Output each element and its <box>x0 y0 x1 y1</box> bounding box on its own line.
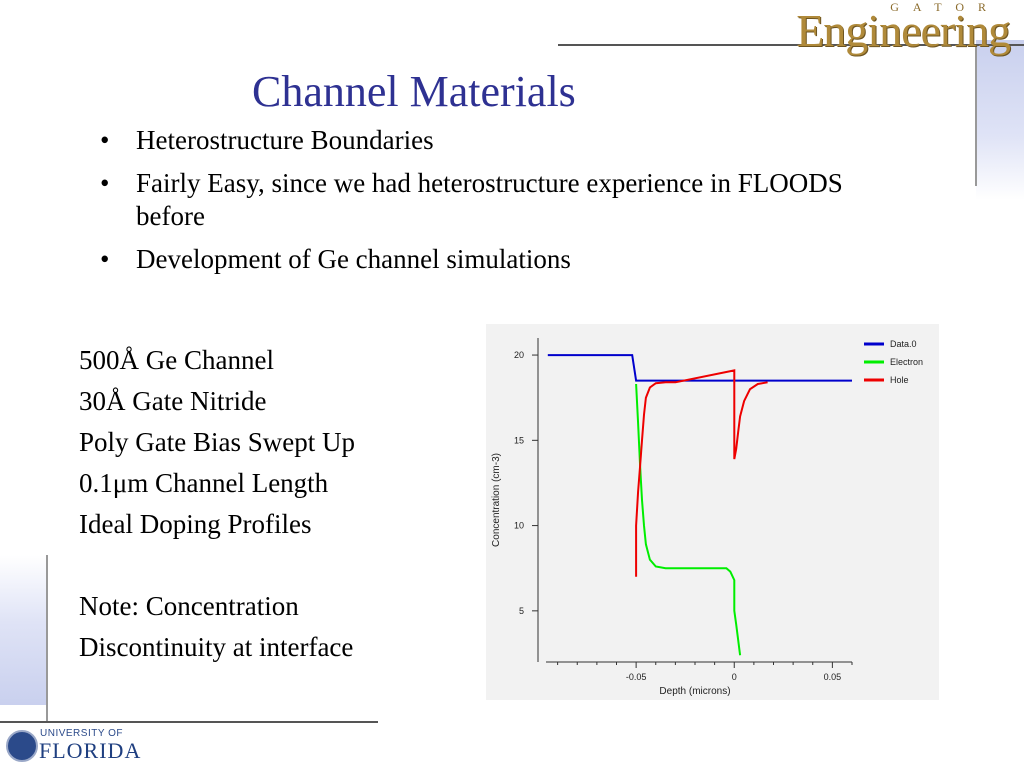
note-line: Ideal Doping Profiles <box>79 509 312 539</box>
y-tick-label: 10 <box>514 521 524 531</box>
right-divider <box>975 46 977 186</box>
series-line-electron <box>635 383 742 656</box>
legend-label: Electron <box>890 357 923 367</box>
bullet-marker: • <box>100 125 110 155</box>
note-line: 500Å Ge Channel <box>79 345 274 375</box>
series-line-data-0 <box>547 354 852 382</box>
uf-logo-big-text: FLORIDA <box>39 738 142 763</box>
bullet-item: • Heterostructure Boundaries <box>98 124 918 157</box>
series-line-hole <box>635 369 768 577</box>
x-tick-label: 0 <box>732 672 737 682</box>
y-tick-label: 15 <box>514 435 524 445</box>
note-line <box>79 545 459 586</box>
bullet-item: • Development of Ge channel simulations <box>98 243 918 276</box>
top-divider <box>558 44 1024 46</box>
note-line: Poly Gate Bias Swept Up <box>79 427 355 457</box>
logo-gator-text: GATOR <box>890 0 1000 14</box>
x-axis-label: Depth (microns) <box>659 686 730 697</box>
left-divider <box>46 555 48 721</box>
bottom-divider <box>0 721 378 723</box>
decorative-band-right <box>976 40 1024 200</box>
bullet-text: Development of Ge channel simulations <box>136 244 571 274</box>
bullet-marker: • <box>100 168 110 198</box>
legend-label: Data.0 <box>890 339 917 349</box>
note-line: 30Å Gate Nitride <box>79 386 267 416</box>
logo-engineering-text: Engineering <box>796 5 1011 56</box>
note-line: Discontinuity at interface <box>79 632 354 662</box>
uf-seal-icon <box>6 730 38 762</box>
bullet-item: • Fairly Easy, since we had heterostructu… <box>98 167 918 233</box>
x-tick-label: -0.05 <box>626 672 647 682</box>
x-tick-label: 0.05 <box>824 672 842 682</box>
note-line: Note: Concentration <box>79 591 299 621</box>
simulation-notes: 500Å Ge Channel 30Å Gate Nitride Poly Ga… <box>79 340 459 668</box>
slide-title: Channel Materials <box>252 67 576 116</box>
bullet-marker: • <box>100 244 110 274</box>
decorative-band-left <box>0 555 46 705</box>
y-axis-label: Concentration (cm-3) <box>491 453 502 547</box>
y-tick-label: 20 <box>514 350 524 360</box>
gator-engineering-logo: GATOR Engineering <box>788 0 1018 56</box>
chart-svg: 5 10 15 20 -0.05 0 0.05 Depth (microns) Concentr… <box>491 338 923 697</box>
uf-logo: UNIVERSITY OF FLORIDA <box>6 728 146 764</box>
y-tick-label: 5 <box>519 606 524 616</box>
bullet-list: • Heterostructure Boundaries • Fairly Easy… <box>98 124 918 286</box>
concentration-chart: 5 10 15 20 -0.05 0 0.05 Depth (microns) Concentr… <box>486 324 939 700</box>
bullet-text: Heterostructure Boundaries <box>136 125 434 155</box>
note-line: 0.1μm Channel Length <box>79 468 329 498</box>
uf-logo-small-text: UNIVERSITY OF <box>40 728 123 739</box>
bullet-text: Fairly Easy, since we had heterostructur… <box>136 168 843 231</box>
legend-label: Hole <box>890 375 909 385</box>
